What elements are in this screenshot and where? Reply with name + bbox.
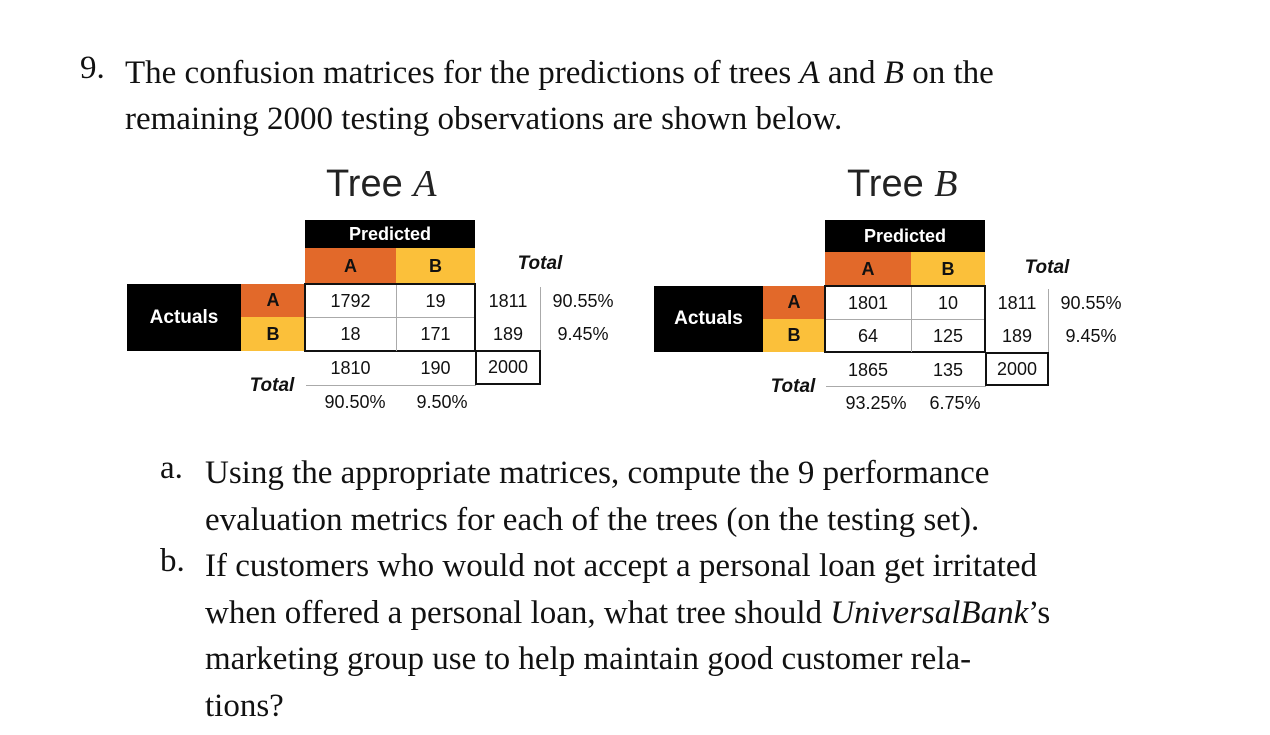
cell-ab: 10 xyxy=(937,292,959,313)
pred-col-a: A xyxy=(825,252,911,286)
row-pct-a: 90.55% xyxy=(1060,292,1122,313)
col-pct-a: 93.25% xyxy=(845,392,907,413)
subquestion-a-line: evaluation metrics for each of the trees… xyxy=(205,501,980,538)
row-pct-a: 90.55% xyxy=(552,290,614,311)
divider xyxy=(1048,289,1049,353)
subquestion-b-label: b. xyxy=(160,543,185,579)
divider xyxy=(306,317,474,318)
col-pct-a: 90.50% xyxy=(324,391,386,412)
col-total-a: 1865 xyxy=(847,359,889,380)
possessive: ’s xyxy=(1028,594,1051,631)
row-total-label: Total xyxy=(517,253,563,274)
divider xyxy=(306,385,476,386)
grand-total: 2000 xyxy=(475,350,541,385)
divider xyxy=(826,386,986,387)
actual-row-b: B xyxy=(241,317,305,351)
tree-a-var: A xyxy=(799,55,820,91)
predicted-header: Predicted xyxy=(825,220,985,252)
tree-b-var: B xyxy=(883,55,904,91)
pred-col-b: B xyxy=(396,248,475,284)
tree-b-title: Tree B xyxy=(847,162,958,206)
question-number: 9. xyxy=(80,50,105,86)
cell-ab: 19 xyxy=(425,290,446,311)
cell-aa: 1801 xyxy=(847,292,889,313)
subquestion-a-text: Using the appropriate matrices, compute … xyxy=(205,450,1145,543)
tree-title-prefix: Tree xyxy=(326,163,414,205)
subquestion-b-line-text: when offered a personal loan, what tree … xyxy=(205,594,831,631)
row-pct-b: 9.45% xyxy=(1065,325,1117,346)
row-total-b: 189 xyxy=(492,323,524,344)
tree-title-var: A xyxy=(413,163,437,205)
actual-row-a: A xyxy=(763,286,825,319)
subquestion-a-line: Using the appropriate matrices, compute … xyxy=(205,455,990,491)
pred-col-b: B xyxy=(911,252,985,286)
cell-bb: 171 xyxy=(420,323,451,344)
subquestion-b-line: when offered a personal loan, what tree … xyxy=(205,590,1145,637)
row-total-a: 1811 xyxy=(997,292,1037,313)
cells-border xyxy=(824,285,986,353)
divider xyxy=(396,285,397,351)
tree-title-prefix: Tree xyxy=(847,163,935,205)
grand-total: 2000 xyxy=(985,352,1049,386)
question-line1-prefix: The confusion matrices for the predictio… xyxy=(125,55,800,91)
predicted-header: Predicted xyxy=(305,220,475,248)
subquestion-b-line: tions? xyxy=(205,687,284,724)
cell-ba: 64 xyxy=(857,325,879,346)
subquestion-b-text: If customers who would not accept a pers… xyxy=(205,543,1145,729)
col-total-a: 1810 xyxy=(330,357,371,378)
actual-row-a: A xyxy=(241,284,305,317)
cell-aa: 1792 xyxy=(330,290,371,311)
row-total-a: 1811 xyxy=(488,290,528,311)
question-and: and xyxy=(819,55,884,91)
col-total-b: 190 xyxy=(420,357,451,378)
col-pct-b: 9.50% xyxy=(416,391,468,412)
actuals-header: Actuals xyxy=(127,284,241,351)
question-line1-suffix: on the xyxy=(903,55,994,91)
subquestion-a-label: a. xyxy=(160,450,183,486)
question-text: The confusion matrices for the predictio… xyxy=(125,50,1135,142)
col-pct-b: 6.75% xyxy=(929,392,981,413)
col-total-label: Total xyxy=(770,376,816,397)
divider xyxy=(826,319,984,320)
cells-border xyxy=(304,283,476,352)
tree-a-title: Tree A xyxy=(326,162,437,206)
subquestion-b-line: If customers who would not accept a pers… xyxy=(205,548,1038,584)
actual-row-b: B xyxy=(763,319,825,352)
cell-bb: 125 xyxy=(932,325,964,346)
row-pct-b: 9.45% xyxy=(557,323,609,344)
col-total-b: 135 xyxy=(932,359,964,380)
divider xyxy=(540,287,541,351)
subquestion-b-line: marketing group use to help maintain goo… xyxy=(205,641,972,677)
col-total-label: Total xyxy=(249,375,295,396)
tree-title-var: B xyxy=(934,163,958,205)
row-total-b: 189 xyxy=(1001,325,1033,346)
pred-col-a: A xyxy=(305,248,396,284)
actuals-header: Actuals xyxy=(654,286,763,352)
cell-ba: 18 xyxy=(340,323,361,344)
question-line2: remaining 2000 testing observations are … xyxy=(125,101,843,137)
row-total-label: Total xyxy=(1024,257,1070,278)
company-name: UniversalBank xyxy=(830,594,1029,631)
